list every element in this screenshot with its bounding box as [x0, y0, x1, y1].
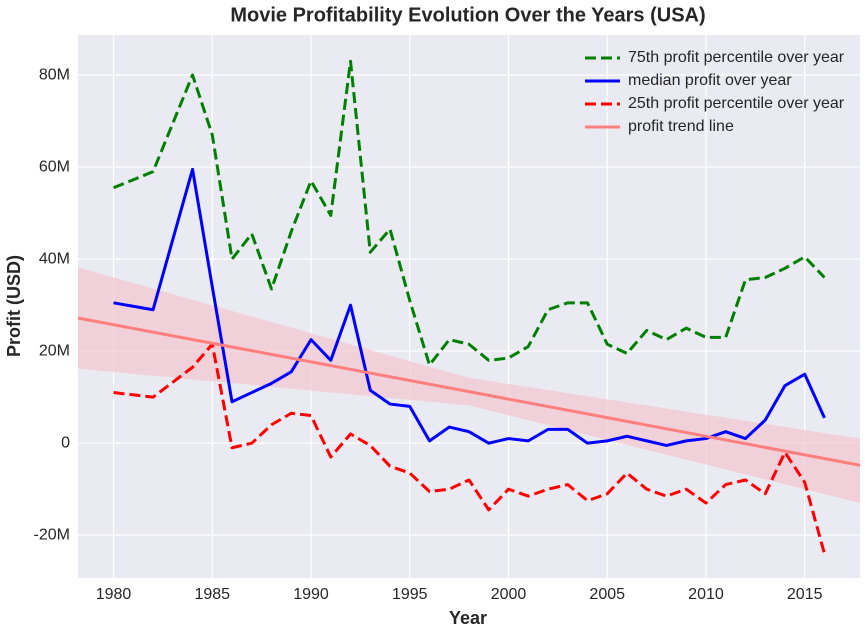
y-tick-label: 0: [61, 434, 70, 451]
y-tick-label: 20M: [39, 342, 70, 359]
legend-label: 75th profit percentile over year: [628, 49, 845, 66]
legend-label: median profit over year: [628, 72, 792, 89]
y-tick-label: 80M: [39, 66, 70, 83]
y-tick-label: -20M: [34, 526, 70, 543]
series-line: [112, 59, 826, 367]
y-axis-label: Profit (USD): [4, 255, 24, 357]
series-line: [113, 342, 826, 555]
x-tick-label: 2015: [787, 586, 823, 603]
x-tick-label: 1995: [392, 586, 428, 603]
x-axis-label: Year: [449, 608, 487, 628]
legend: 75th profit percentile over year median p…: [585, 49, 845, 135]
y-tick-label: 60M: [39, 158, 70, 175]
grid: 1980 1985 1990 1995 2000 2005 2010 2015 -20M 0 20M…: [34, 35, 860, 603]
x-tick-label: 1980: [96, 586, 132, 603]
x-tick-label: 1990: [293, 586, 329, 603]
chart-title: Movie Profitability Evolution Over the Y…: [230, 4, 705, 26]
legend-label: 25th profit percentile over year: [628, 95, 845, 112]
x-tick-label: 1985: [194, 586, 230, 603]
y-tick-label: 40M: [39, 250, 70, 267]
x-tick-label: 2005: [589, 586, 625, 603]
series-line: [77, 316, 861, 467]
x-tick-label: 2010: [688, 586, 724, 603]
legend-label: profit trend line: [628, 118, 734, 135]
x-tick-label: 2000: [491, 586, 527, 603]
marks: [77, 59, 861, 555]
